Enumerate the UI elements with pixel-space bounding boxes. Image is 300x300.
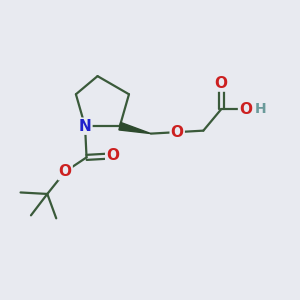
- Text: N: N: [79, 119, 92, 134]
- Text: O: O: [58, 164, 72, 179]
- Text: O: O: [106, 148, 119, 164]
- Polygon shape: [119, 122, 151, 134]
- Text: O: O: [171, 124, 184, 140]
- Text: H: H: [255, 102, 267, 116]
- Text: O: O: [215, 76, 228, 91]
- Text: O: O: [239, 102, 252, 117]
